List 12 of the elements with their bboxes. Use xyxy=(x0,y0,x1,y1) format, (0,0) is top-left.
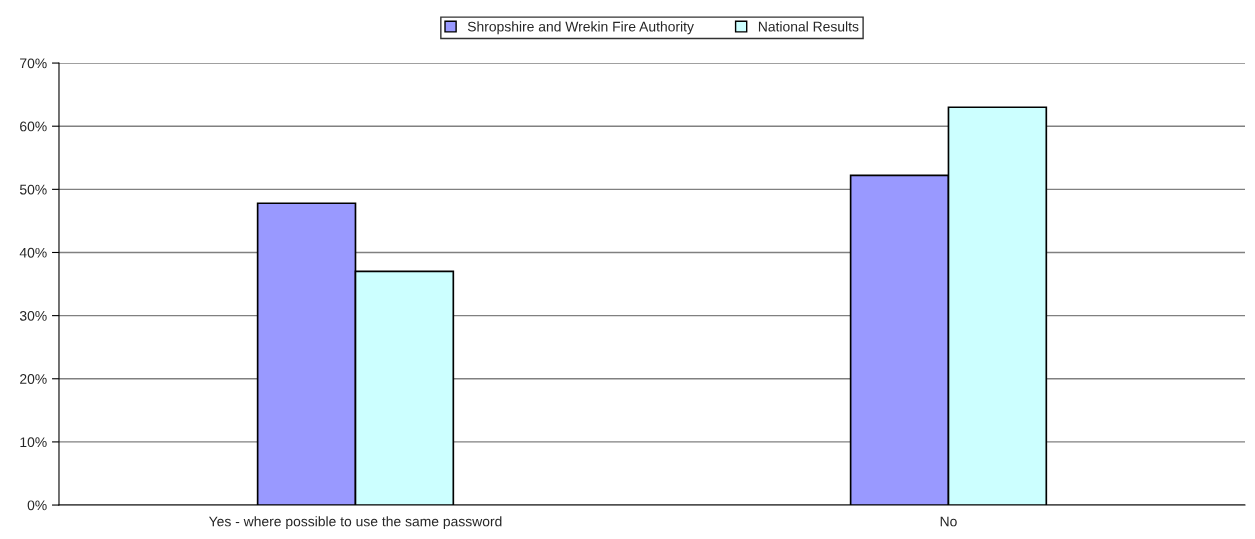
x-tick-label: Yes - where possible to use the same password xyxy=(208,516,502,530)
y-tick-label: 40% xyxy=(19,247,47,258)
x-tick-label: No xyxy=(940,516,957,527)
y-tick-label: 70% xyxy=(20,58,47,69)
y-tick-label: 20% xyxy=(20,374,47,384)
y-tick-label: 0% xyxy=(27,500,47,511)
y-tick-label: 10% xyxy=(20,437,47,448)
y-tick-label: 50% xyxy=(19,184,47,195)
y-tick-label: 60% xyxy=(20,121,47,132)
y-tick-label: 30% xyxy=(19,310,47,321)
legend-label: Shropshire and Wrekin Fire Authority xyxy=(467,21,694,35)
legend-label: National Results xyxy=(758,21,859,32)
